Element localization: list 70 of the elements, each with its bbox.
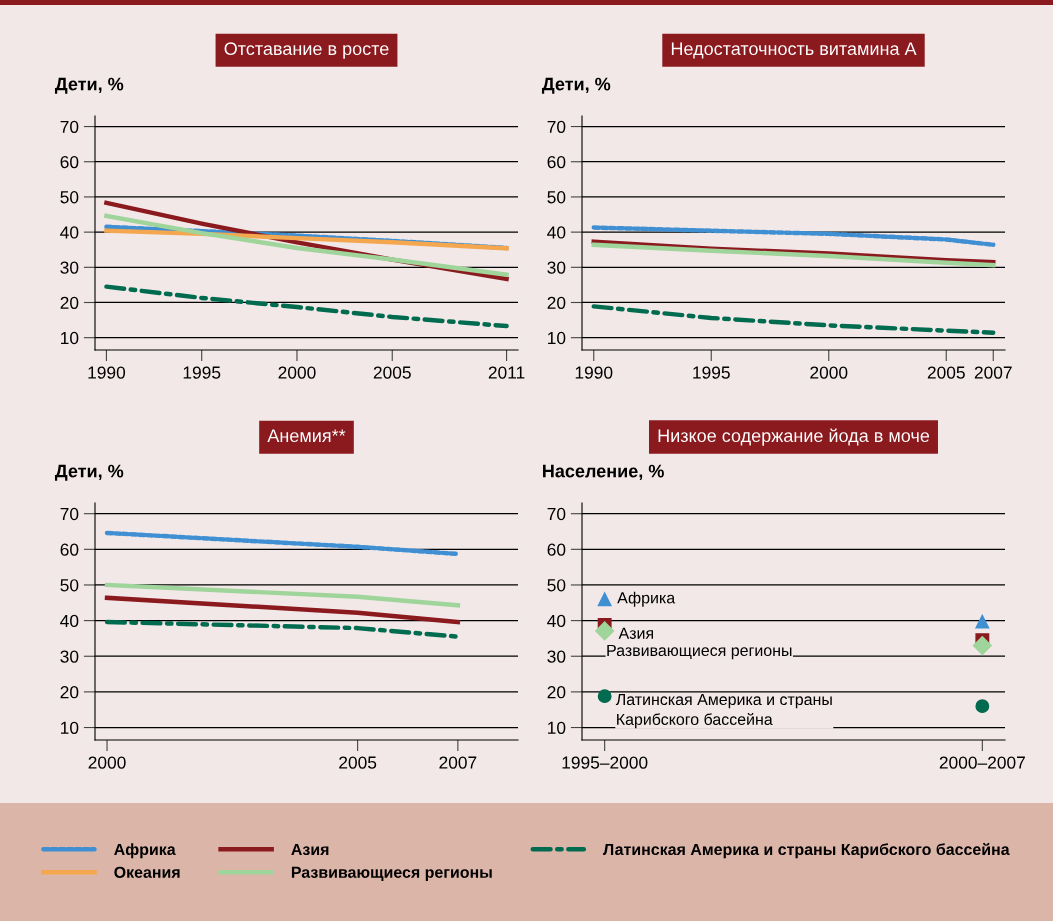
y-tick-label: 40	[547, 226, 566, 239]
y-tick-label: 50	[547, 191, 566, 204]
line-series	[104, 284, 509, 329]
y-tick-label: 60	[547, 543, 566, 556]
y-tick-label: 30	[547, 650, 566, 663]
point	[975, 614, 990, 629]
y-tick-label: 20	[547, 296, 566, 309]
series-label: Развивающиеся регионы	[607, 644, 792, 660]
legend-label: Африка	[114, 843, 176, 859]
line-series	[591, 225, 996, 248]
point	[595, 621, 615, 641]
y-axis-title: Дети, %	[541, 77, 611, 94]
y-tick-label: 40	[60, 226, 79, 239]
x-tick-label: 2005	[927, 366, 965, 379]
x-tick-label: 1990	[575, 366, 613, 379]
line-series	[104, 213, 509, 277]
point	[975, 699, 990, 714]
series-label: Азия	[618, 627, 653, 639]
x-tick-label: 1990	[88, 366, 126, 379]
y-axis-title: Дети, %	[54, 464, 124, 481]
point	[597, 689, 612, 704]
chart-title: Низкое содержание йода в моче	[658, 428, 930, 446]
y-tick-label: 70	[60, 120, 79, 134]
y-tick-label: 40	[547, 614, 566, 628]
y-tick-label: 50	[60, 191, 79, 204]
series-label: Африка	[617, 591, 676, 607]
y-tick-label: 10	[61, 331, 79, 345]
y-tick-label: 10	[61, 721, 79, 734]
y-axis-title: Дети, %	[54, 77, 124, 94]
x-tick-label: 1995	[183, 366, 221, 379]
x-tick-label: 2000–2007	[939, 756, 1025, 769]
x-tick-label: 1995	[693, 366, 730, 379]
series-label: Латинская Америка и страны Карибского бассейна	[615, 693, 832, 729]
y-tick-label: 50	[547, 579, 566, 592]
point	[597, 592, 612, 607]
y-tick-label: 70	[547, 120, 566, 134]
chart-title: Анемия**	[267, 429, 346, 443]
chart-title: Отставание в росте	[224, 42, 389, 59]
y-tick-label: 50	[60, 579, 79, 592]
x-tick-label: 2005	[339, 756, 377, 769]
point	[972, 636, 992, 656]
legend-label: Океания	[114, 866, 180, 878]
line-series	[591, 304, 996, 335]
y-tick-label: 20	[547, 686, 566, 699]
x-tick-label: 2007	[439, 756, 477, 769]
y-tick-label: 60	[547, 155, 566, 169]
y-tick-label: 30	[60, 650, 79, 663]
x-tick-label: 2000	[810, 366, 848, 379]
legend-label: Латинская Америка и страны Карибского бассейна	[603, 843, 1010, 859]
y-tick-label: 60	[60, 543, 79, 556]
y-tick-label: 30	[60, 261, 79, 274]
y-tick-label: 70	[60, 507, 79, 521]
y-axis-title: Население, %	[543, 464, 664, 481]
y-tick-label: 20	[60, 686, 79, 699]
x-tick-label: 2011	[488, 366, 525, 379]
y-tick-label: 40	[60, 614, 79, 628]
y-tick-label: 60	[60, 155, 79, 169]
x-tick-label: 2000	[88, 756, 126, 769]
y-tick-label: 10	[548, 721, 566, 734]
legend-label: Азия	[291, 843, 329, 856]
x-tick-label: 2007	[974, 366, 1012, 379]
y-tick-label: 10	[548, 331, 566, 345]
y-tick-label: 70	[547, 507, 566, 521]
x-tick-label: 2000	[278, 366, 316, 379]
y-tick-label: 30	[547, 261, 566, 274]
y-tick-label: 20	[60, 296, 79, 309]
x-tick-label: 1995–2000	[562, 756, 648, 769]
x-tick-label: 2005	[373, 366, 411, 379]
chart-title: Недостаточность витамина А	[671, 42, 917, 59]
legend-label: Развивающиеся регионы	[291, 866, 492, 882]
